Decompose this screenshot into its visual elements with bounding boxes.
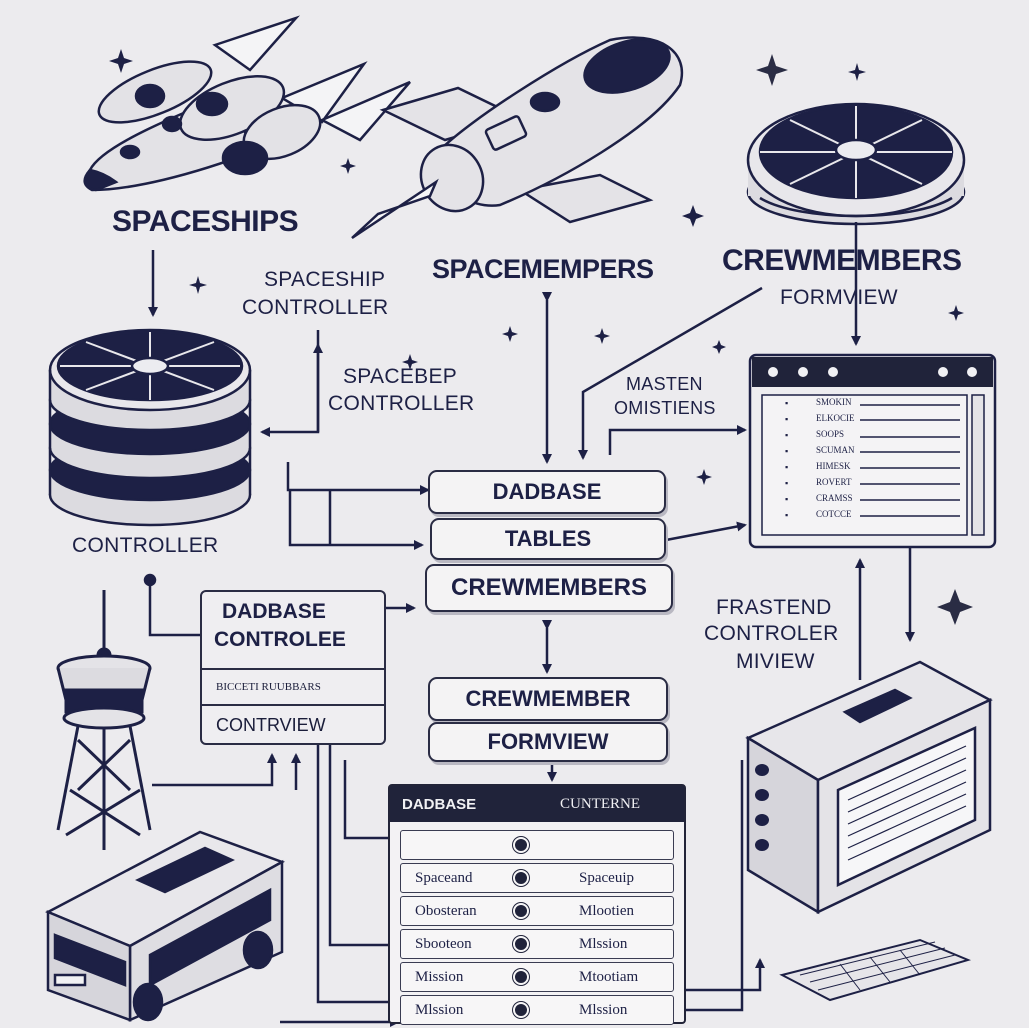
- row-dot-icon: [513, 870, 529, 886]
- database-disk-icon: [48, 328, 252, 527]
- monitor-row-marker: ▪: [785, 446, 789, 456]
- monitor-row-marker: ▪: [785, 478, 789, 488]
- row-dot-icon: [513, 903, 529, 919]
- row-dot-icon: [513, 936, 529, 952]
- monitor-row-marker: ▪: [785, 430, 789, 440]
- title-crewmembers: CREWMEMBERS: [722, 244, 962, 277]
- van-icon: [45, 830, 286, 1022]
- table-row: Mission Mtootiam: [400, 962, 674, 992]
- tower-icon: [56, 590, 152, 850]
- monitor-row-marker: ▪: [785, 462, 789, 472]
- row-dot-icon: [513, 837, 529, 853]
- box-tables: TABLES: [430, 518, 666, 560]
- label-frastend-1: FRASTEND: [716, 596, 832, 619]
- db-controller-row-2: CONTRVIEW: [202, 704, 384, 744]
- db-controller-title-2: CONTROLEE: [214, 628, 346, 651]
- label-frastend-3: MIVIEW: [736, 650, 815, 673]
- label-formview: FORMVIEW: [780, 286, 898, 309]
- table-row: [400, 830, 674, 860]
- monitor-row-label: COTCCE: [816, 509, 852, 519]
- table-cell-left: Obosteran: [415, 902, 477, 919]
- monitor-row-label: HIMESK: [816, 461, 851, 471]
- monitor-row-label: ROVERT: [816, 477, 852, 487]
- db-controller-title-1: DADBASE: [222, 600, 326, 623]
- label-controller: CONTROLLER: [72, 534, 219, 557]
- monitor-row-label: SMOKIN: [816, 397, 852, 407]
- table-cell-left: Spaceand: [415, 869, 473, 886]
- table-header: DADBASE CUNTERNE: [390, 786, 684, 822]
- table-cell-right: Mlssion: [579, 1001, 628, 1018]
- label-masten-2: OMISTIENS: [614, 398, 716, 418]
- label-spacebep-controller-2: CONTROLLER: [328, 392, 475, 415]
- box-formview: FORMVIEW: [428, 722, 668, 762]
- monitor-row-marker: ▪: [785, 414, 789, 424]
- table-cell-right: Mtootiam: [579, 968, 639, 985]
- table-cell-left: Sbooteon: [415, 935, 472, 952]
- label-frastend-2: CONTROLER: [704, 622, 839, 645]
- table-cell-left: Mission: [415, 968, 464, 985]
- label-spacebep-controller-1: SPACEBEP: [343, 365, 458, 388]
- label-masten-1: MASTEN: [626, 374, 703, 394]
- table-cell-right: Spaceuip: [579, 869, 634, 886]
- db-controller-panel: DADBASE CONTROLEE BICCETI RUUBBARS CONTR…: [200, 590, 386, 745]
- starship-icon: [351, 36, 684, 240]
- monitor-row-marker: ▪: [785, 398, 789, 408]
- table-row: Obosteran Mlootien: [400, 896, 674, 926]
- keyboard-icon: [779, 938, 972, 1002]
- saucer-icon: [746, 102, 966, 226]
- table-cell-right: Mlssion: [579, 935, 628, 952]
- table-row: Spaceand Spaceuip: [400, 863, 674, 893]
- title-spaceships: SPACESHIPS: [112, 205, 299, 238]
- database-table: DADBASE CUNTERNE Spaceand Spaceuip Oboster…: [388, 784, 686, 1025]
- box-dadbase: DADBASE: [428, 470, 666, 514]
- monitor-row-label: SOOPS: [816, 429, 845, 439]
- monitor-row-label: SCUMAN: [816, 445, 855, 455]
- table-header-left: DADBASE: [402, 795, 477, 813]
- db-controller-row-1-label: BICCETI RUUBBARS: [216, 681, 321, 693]
- monitor-row-marker: ▪: [785, 510, 789, 520]
- server-icon: [745, 660, 993, 915]
- table-header-right: CUNTERNE: [560, 795, 640, 812]
- sparkle-icon: [109, 49, 973, 625]
- box-crewmembers: CREWMEMBERS: [425, 564, 673, 612]
- rocket-icon: [83, 15, 411, 192]
- table-cell-left: Mlssion: [415, 1001, 464, 1018]
- monitor-row-label: CRAMSS: [816, 493, 853, 503]
- table-row: Sbooteon Mlssion: [400, 929, 674, 959]
- row-dot-icon: [513, 969, 529, 985]
- db-controller-row-2-label: CONTRVIEW: [216, 714, 326, 735]
- row-dot-icon: [513, 1002, 529, 1018]
- label-spaceship-controller-1: SPACESHIP: [264, 268, 386, 291]
- table-cell-right: Mlootien: [579, 902, 634, 919]
- db-controller-row-1: BICCETI RUUBBARS: [202, 668, 384, 704]
- monitor-row-label: ELKOCIE: [816, 413, 855, 423]
- box-crewmember: CREWMEMBER: [428, 677, 668, 721]
- window-monitor-icon: [748, 353, 997, 549]
- table-row: Mlssion Mlssion: [400, 995, 674, 1025]
- label-spaceship-controller-2: CONTROLLER: [242, 296, 389, 319]
- title-spacemempers: SPACEMEMPERS: [432, 254, 654, 284]
- monitor-row-marker: ▪: [785, 494, 789, 504]
